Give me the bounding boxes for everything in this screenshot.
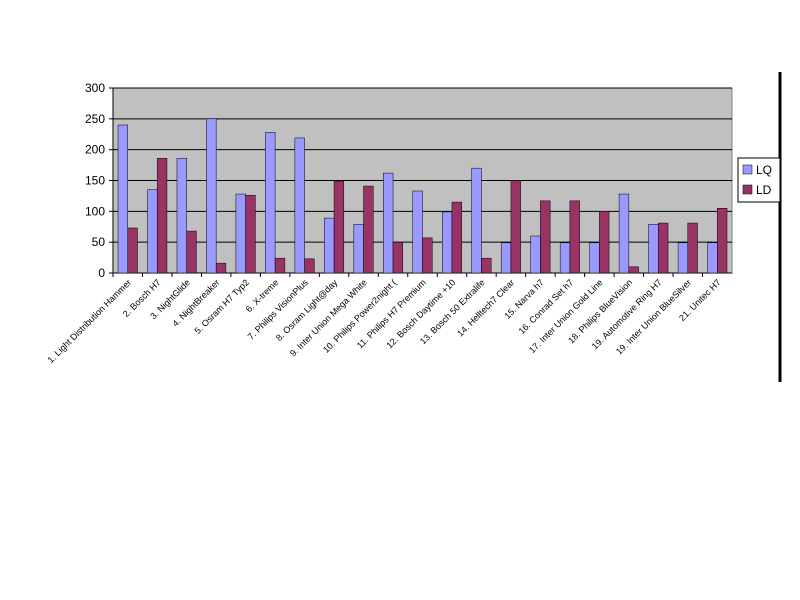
bar xyxy=(422,237,433,274)
bar xyxy=(540,200,551,274)
bar xyxy=(117,124,128,274)
bar xyxy=(599,211,610,274)
legend-label: LD xyxy=(756,183,772,197)
bar xyxy=(648,224,659,274)
bar xyxy=(274,257,286,274)
bar xyxy=(206,118,217,274)
bar xyxy=(245,195,256,274)
bar xyxy=(265,132,276,274)
bar xyxy=(707,242,718,274)
bar xyxy=(471,167,482,274)
bar xyxy=(451,201,462,274)
bar xyxy=(677,242,689,274)
legend-swatch xyxy=(742,184,753,195)
bar xyxy=(441,211,453,274)
bar xyxy=(176,158,187,274)
bar xyxy=(658,222,669,274)
bar xyxy=(717,208,728,274)
y-tick-label: 0 xyxy=(98,266,105,280)
y-tick-label: 200 xyxy=(85,143,105,157)
bar xyxy=(127,227,138,274)
bar xyxy=(324,217,335,274)
bar xyxy=(235,193,246,274)
bar xyxy=(412,190,423,274)
bar xyxy=(353,224,364,274)
bar xyxy=(618,193,630,274)
bar xyxy=(294,137,305,274)
bar xyxy=(383,172,394,274)
bar xyxy=(215,262,227,274)
bar xyxy=(392,241,404,274)
bar xyxy=(186,230,197,274)
bar xyxy=(687,222,698,274)
bar xyxy=(481,257,492,274)
bar xyxy=(510,180,521,274)
bar xyxy=(304,258,315,274)
bar xyxy=(628,266,639,274)
bar xyxy=(147,189,158,274)
legend-label: LQ xyxy=(756,163,772,177)
y-tick-label: 250 xyxy=(85,112,105,126)
bar xyxy=(500,242,512,274)
y-tick-label: 50 xyxy=(92,235,106,249)
bar xyxy=(559,242,571,274)
bar xyxy=(530,235,541,274)
y-tick-label: 150 xyxy=(85,174,105,188)
bar xyxy=(363,185,374,274)
bar xyxy=(156,158,168,274)
bar xyxy=(589,242,600,274)
bar xyxy=(333,180,345,274)
y-tick-label: 300 xyxy=(85,81,105,95)
legend-swatch xyxy=(742,164,753,175)
bar xyxy=(569,200,580,274)
y-tick-label: 100 xyxy=(85,204,105,218)
